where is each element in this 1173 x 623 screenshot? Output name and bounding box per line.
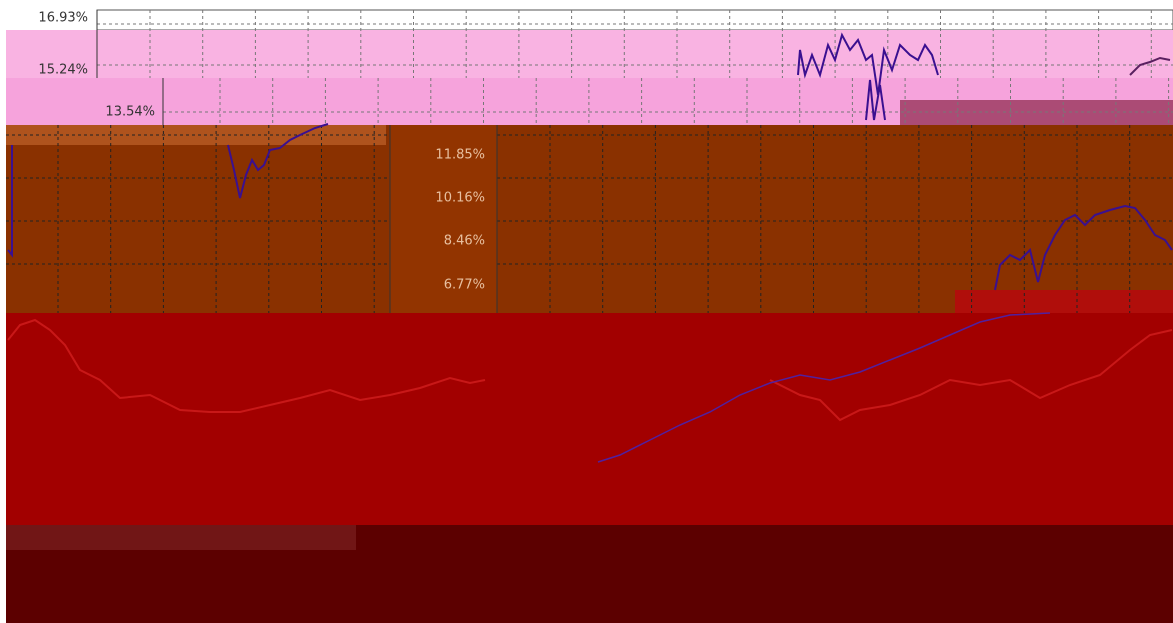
line-series [769, 329, 1173, 422]
noise-strip [6, 525, 356, 550]
grid [6, 10, 1173, 313]
line-series [227, 123, 329, 199]
y-tick-label: 10.16% [435, 191, 485, 206]
line-series [7, 145, 13, 258]
line-series [797, 32, 939, 96]
y-tick-label: 11.85% [435, 148, 485, 163]
top-plot-area [96, 9, 1173, 31]
line-series [597, 312, 1051, 463]
pink-band [6, 30, 1173, 78]
red-band [6, 313, 1173, 525]
y-tick-label: 8.46% [444, 234, 485, 249]
y-tick-label: 6.77% [444, 278, 485, 293]
axis-strip [390, 125, 497, 313]
line-series [1129, 56, 1171, 76]
noise-strip [955, 290, 1173, 313]
line-series [865, 79, 886, 121]
y-tick-label: 16.93% [38, 11, 88, 26]
y-tick-label: 15.24% [38, 63, 88, 78]
y-tick-label: 13.54% [105, 105, 155, 120]
noise-strip [900, 100, 1173, 125]
brown-band [6, 125, 1173, 313]
line-series [994, 204, 1173, 291]
line-series [7, 318, 486, 413]
